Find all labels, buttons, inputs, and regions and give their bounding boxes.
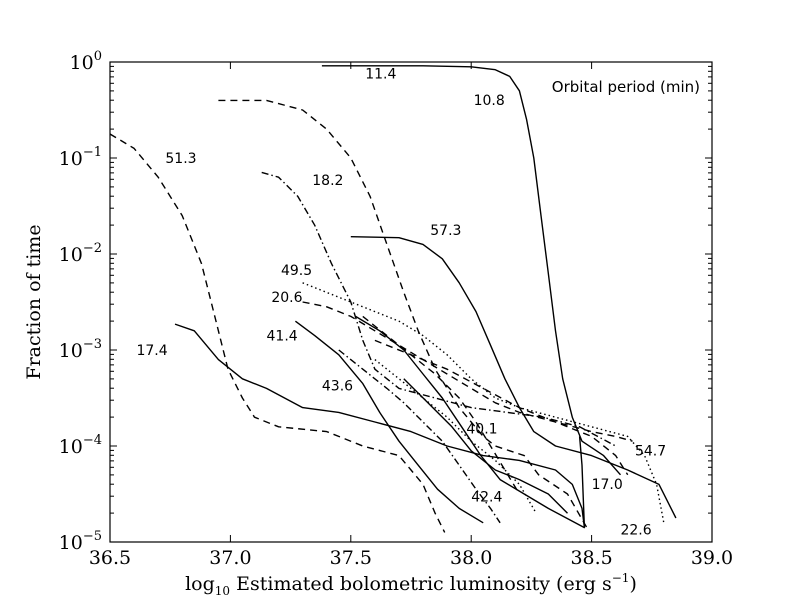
y-tick-label-exp: −4 xyxy=(83,433,102,448)
series-line-10-8 xyxy=(218,99,588,528)
series-line-11-4 xyxy=(321,65,622,476)
y-tick-label: 10−4 xyxy=(59,433,102,458)
y-tick-label-exp: −1 xyxy=(83,145,102,160)
y-tick-label-exp: 0 xyxy=(94,49,102,64)
x-tick-label: 36.5 xyxy=(89,547,131,569)
series-line-54-7 xyxy=(374,339,633,442)
series-line-51-3 xyxy=(110,133,446,533)
y-tick-label-base: 10 xyxy=(59,532,83,554)
series-label: 51.3 xyxy=(165,151,196,167)
series-line-49-5 xyxy=(302,282,665,523)
plot-frame xyxy=(109,61,713,543)
y-tick-label-exp: −2 xyxy=(83,241,102,256)
y-tick-label: 10−2 xyxy=(59,241,102,266)
series-label: 42.4 xyxy=(471,490,502,506)
series-line-43-6 xyxy=(338,349,501,524)
curves-group xyxy=(110,65,677,533)
series-label: 43.6 xyxy=(322,378,353,394)
series-label: 49.5 xyxy=(281,263,312,279)
x-tick-label: 39.0 xyxy=(691,547,733,569)
x-axis-label-sup: −1 xyxy=(612,571,630,585)
tick-labels-group: 36.5 37.0 37.5 38.0 38.5 39.010010−110−210−31… xyxy=(59,49,734,569)
series-label: 10.8 xyxy=(474,93,505,109)
series-label: 41.4 xyxy=(267,328,298,344)
x-tick-label: 37.0 xyxy=(209,547,251,569)
x-tick-label: 38.0 xyxy=(450,547,492,569)
series-label: 17.4 xyxy=(136,343,167,359)
series-label: 54.7 xyxy=(635,444,666,460)
x-axis-label-text: Estimated bolometric luminosity (erg s xyxy=(236,573,612,595)
x-tick-label: 37.5 xyxy=(330,547,372,569)
y-tick-label: 10−5 xyxy=(59,529,102,554)
series-line-42-4 xyxy=(355,315,585,529)
series-line-18-2 xyxy=(261,171,617,447)
y-axis-label: Fraction of time xyxy=(23,224,45,379)
series-line-20-6 xyxy=(302,301,629,476)
series-label: 22.6 xyxy=(620,522,651,538)
series-line-40-1 xyxy=(362,315,520,495)
x-axis-label-sub: 10 xyxy=(215,584,230,598)
y-tick-label-exp: −3 xyxy=(83,337,102,352)
x-tick-label: 38.5 xyxy=(570,547,612,569)
series-line-17-4 xyxy=(174,323,586,529)
y-tick-label: 100 xyxy=(70,49,102,74)
series-line-41-4 xyxy=(294,320,484,524)
series-label: 17.0 xyxy=(592,477,623,493)
x-axis-label-suffix: ) xyxy=(629,573,636,595)
series-line-22-6 xyxy=(374,359,537,514)
y-tick-label: 10−1 xyxy=(59,145,102,170)
y-tick-label-base: 10 xyxy=(59,340,83,362)
x-axis-label: log10 Estimated bolometric luminosity (e… xyxy=(185,571,637,598)
y-tick-label-base: 10 xyxy=(59,244,83,266)
x-axis-label-prefix: log xyxy=(185,573,215,595)
series-label: 40.1 xyxy=(466,422,497,438)
series-label: 18.2 xyxy=(312,173,343,189)
series-label: 57.3 xyxy=(430,223,461,239)
series-label: 20.6 xyxy=(271,290,302,306)
series-line-17-0 xyxy=(403,378,568,514)
series-line-57-3 xyxy=(350,236,677,519)
y-tick-label-exp: −5 xyxy=(83,529,102,544)
y-tick-label-base: 10 xyxy=(59,148,83,170)
curve-labels-group: 11.4 10.8 51.3 18.2 57.3 49.5 20.6 41.4 17.4 43.6… xyxy=(136,66,666,538)
series-label: 11.4 xyxy=(365,66,396,82)
y-tick-label: 10−3 xyxy=(59,337,102,362)
legend-title: Orbital period (min) xyxy=(552,78,700,96)
y-tick-label-base: 10 xyxy=(59,436,83,458)
ticks-group xyxy=(109,61,713,543)
y-tick-label-base: 10 xyxy=(70,52,94,74)
